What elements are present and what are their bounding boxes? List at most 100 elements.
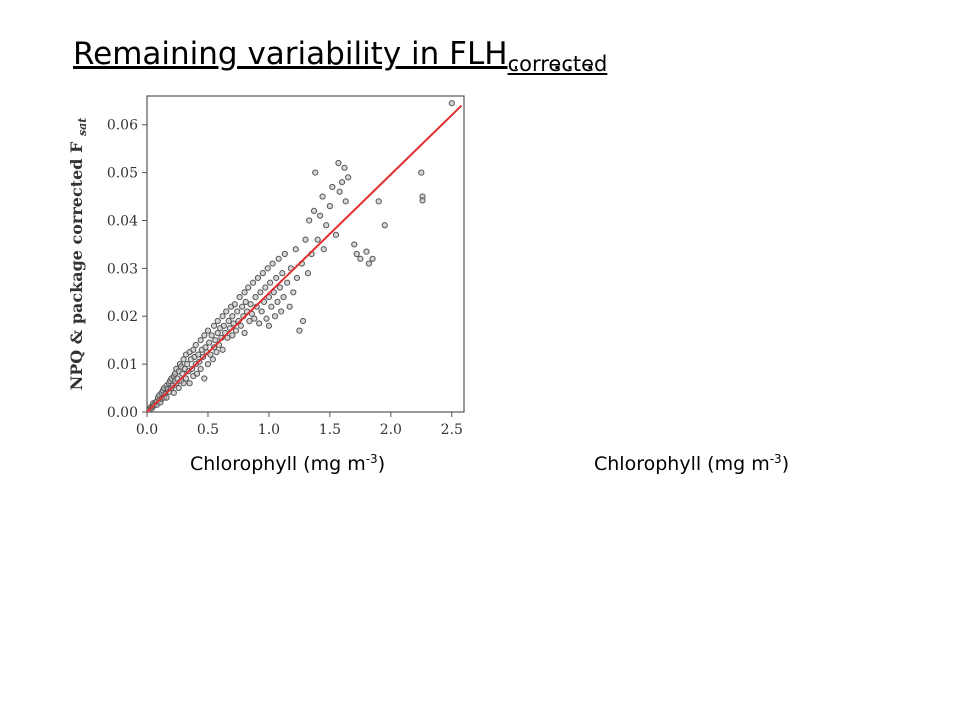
y-tick-label: 0.02 (107, 309, 138, 325)
data-point (230, 320, 237, 327)
data-point (234, 308, 241, 315)
y-axis-label-subscript: sat (76, 118, 89, 136)
x-tick-label: 1.0 (258, 422, 280, 438)
data-point (163, 394, 170, 401)
data-point (252, 293, 259, 301)
data-point (204, 361, 212, 368)
data-point (223, 308, 230, 315)
data-point (212, 337, 219, 344)
caption-left-text: Chlorophyll (mg m (190, 453, 366, 475)
scatter-chart-svg: 0.0 0.5 1.0 1.5 2.0 2.5 0.00 0.01 0.02 0.03 0.04 0.… (67, 95, 465, 438)
data-point (259, 270, 266, 277)
data-point (229, 332, 236, 339)
data-point (204, 327, 212, 334)
data-point (292, 246, 299, 253)
plot-frame (146, 95, 465, 413)
data-point (329, 183, 336, 191)
data-point (306, 217, 313, 224)
data-point (182, 375, 190, 382)
data-point (214, 329, 221, 337)
data-point (186, 380, 193, 387)
data-point (190, 346, 197, 353)
data-point (251, 315, 258, 322)
y-tick-label: 0.04 (107, 213, 138, 229)
data-point (206, 339, 213, 346)
data-point (197, 337, 204, 344)
data-point (302, 236, 309, 243)
data-point (254, 274, 262, 282)
data-point (363, 248, 370, 255)
caption-right-close: ) (781, 453, 790, 475)
x-tick-label: 1.5 (319, 422, 341, 438)
data-point (180, 380, 187, 387)
data-point (281, 250, 288, 258)
data-point (236, 293, 243, 301)
data-point (326, 203, 333, 210)
data-point (229, 313, 236, 320)
data-point (170, 389, 177, 396)
slide-title-main: Remaining variability in FLH (73, 36, 508, 72)
data-point (249, 279, 257, 286)
data-point (296, 327, 303, 334)
data-point (262, 284, 269, 291)
data-point (290, 289, 297, 296)
data-point (341, 164, 348, 171)
data-point (257, 289, 264, 296)
y-tick-label: 0.05 (107, 166, 138, 182)
data-point (241, 329, 248, 337)
data-point (224, 334, 231, 341)
data-point (278, 308, 285, 315)
y-tick-label: 0.03 (107, 261, 138, 277)
data-point (336, 188, 343, 195)
y-axis-label: NPQ & package corrected F sat (67, 118, 89, 391)
data-point (448, 100, 455, 107)
x-tick-label: 0.0 (136, 422, 158, 438)
data-point (310, 207, 318, 215)
data-point (213, 349, 220, 356)
data-point (225, 317, 232, 325)
data-point (332, 231, 340, 238)
data-point (351, 241, 358, 248)
data-point (365, 260, 372, 267)
data-point (319, 193, 326, 200)
data-point (208, 332, 215, 339)
data-point (353, 250, 360, 258)
data-point (267, 279, 274, 286)
data-point (275, 255, 282, 262)
data-point (245, 284, 252, 291)
data-point (237, 322, 244, 329)
data-point (274, 298, 281, 305)
data-point (201, 375, 208, 382)
data-point (276, 284, 283, 291)
data-point (263, 315, 270, 322)
data-point (293, 274, 301, 282)
fit-line (146, 104, 463, 413)
data-point (193, 370, 201, 377)
x-tick-label: 2.0 (380, 422, 402, 438)
data-point (220, 322, 227, 329)
data-point (312, 169, 319, 176)
data-point (375, 198, 382, 205)
y-tick-label: 0.00 (107, 405, 138, 421)
data-point (320, 246, 327, 253)
x-tick-label: 0.5 (197, 422, 219, 438)
data-point (207, 351, 214, 358)
data-point (241, 289, 248, 296)
data-point (209, 356, 216, 363)
data-point (335, 159, 342, 167)
data-point (381, 222, 388, 229)
data-point (419, 197, 426, 204)
data-point (357, 255, 364, 262)
data-point (239, 303, 246, 310)
data-point (192, 341, 199, 349)
scatter-chart: 0.0 0.5 1.0 1.5 2.0 2.5 0.00 0.01 0.02 0.03 0.04 0.… (60, 86, 480, 456)
caption-left-superscript: -3 (365, 452, 378, 466)
data-point (269, 260, 276, 267)
x-tick-label: 2.5 (441, 422, 463, 438)
data-point (214, 317, 221, 325)
data-point (219, 346, 226, 353)
data-point (418, 169, 425, 176)
caption-right: Chlorophyll (mg m-3) (594, 452, 789, 475)
data-point (197, 365, 204, 373)
data-point (265, 322, 273, 329)
